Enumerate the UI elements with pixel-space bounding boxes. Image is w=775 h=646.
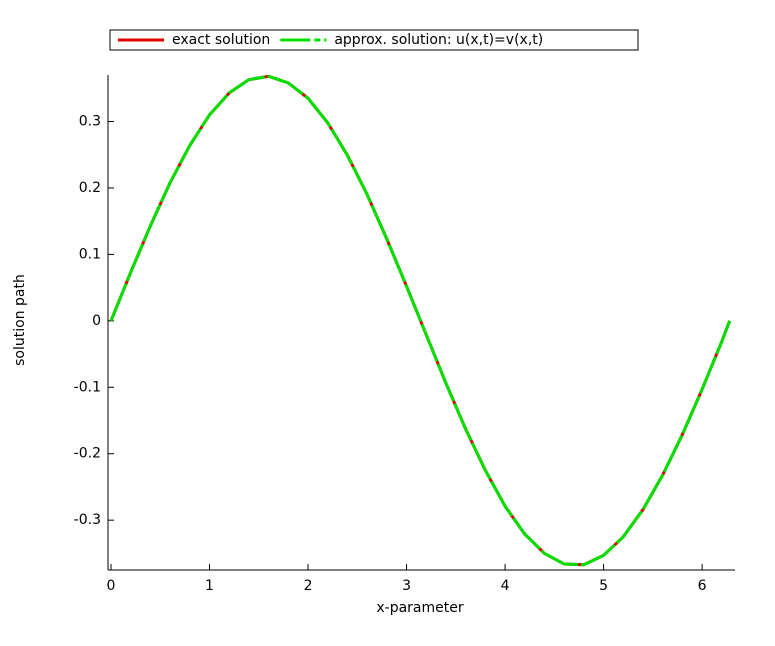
legend-label: approx. solution: u(x,t)=v(x,t)	[334, 32, 543, 48]
y-tick-label: 0.2	[79, 180, 101, 196]
y-tick-label: -0.1	[74, 379, 101, 395]
x-tick-label: 0	[107, 578, 116, 594]
y-axis-label: solution path	[12, 274, 28, 366]
y-tick-label: -0.2	[74, 446, 101, 462]
x-tick-label: 2	[304, 578, 313, 594]
x-tick-label: 1	[205, 578, 214, 594]
x-axis-label: x-parameter	[376, 600, 463, 616]
series-line	[109, 74, 732, 567]
x-tick-label: 5	[599, 578, 608, 594]
y-tick-label: 0.3	[79, 114, 101, 130]
x-tick-label: 6	[698, 578, 707, 594]
y-tick-label: 0.1	[79, 246, 101, 262]
y-tick-label: 0	[92, 313, 101, 329]
x-tick-label: 3	[402, 578, 411, 594]
legend-box	[109, 29, 639, 51]
x-tick-label: 4	[501, 578, 510, 594]
legend-label: exact solution	[172, 32, 270, 48]
y-tick-label: -0.3	[74, 512, 101, 528]
